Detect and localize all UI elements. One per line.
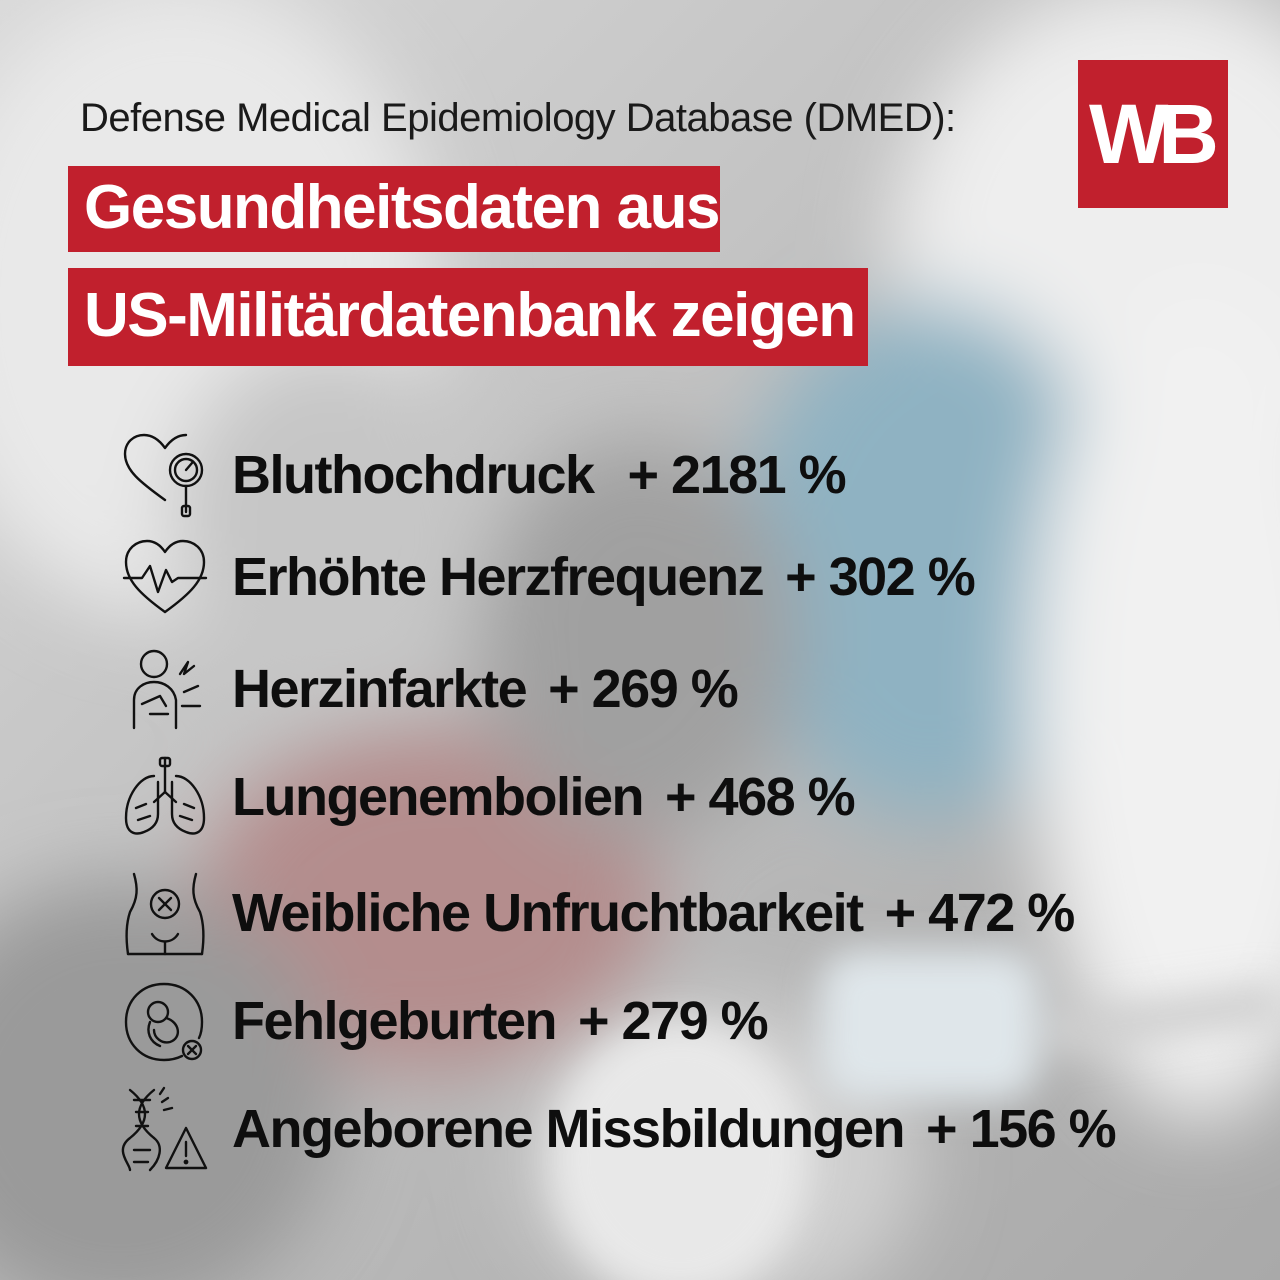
lungs-icon — [120, 752, 210, 842]
stat-value: + 2181 % — [627, 445, 847, 505]
stat-label: Weibliche Unfruchtbarkeit — [232, 883, 864, 943]
subtitle: Defense Medical Epidemiology Database (D… — [80, 96, 956, 140]
stat-label: Bluthochdruck — [232, 445, 595, 505]
stat-row-lungenembolien: Lungenembolien + 468 % — [120, 752, 856, 842]
stat-label: Fehlgeburten — [232, 991, 558, 1051]
headline-line-1: Gesundheitsdaten aus — [68, 166, 720, 252]
stat-row-unfruchtbarkeit: Weibliche Unfruchtbarkeit + 472 % — [120, 868, 1076, 958]
stat-label: Herzinfarkte — [232, 659, 528, 719]
stat-value: + 302 % — [785, 547, 976, 607]
heart-attack-person-icon — [120, 644, 210, 734]
stat-row-herzfrequenz: Erhöhte Herzfrequenz + 302 % — [120, 532, 976, 622]
stat-value: + 269 % — [548, 659, 739, 719]
stat-row-bluthochdruck: Bluthochdruck + 2181 % — [120, 430, 847, 520]
stat-label: Erhöhte Herzfrequenz — [232, 547, 765, 607]
stat-value: + 279 % — [578, 991, 769, 1051]
stat-row-herzinfarkte: Herzinfarkte + 269 % — [120, 644, 739, 734]
stat-label: Angeborene Missbildungen — [232, 1099, 906, 1159]
miscarriage-fetus-icon — [120, 976, 210, 1066]
stat-value: + 156 % — [926, 1099, 1117, 1159]
stat-row-missbildungen: Angeborene Missbildungen + 156 % — [120, 1084, 1117, 1174]
stat-value: + 472 % — [884, 883, 1076, 943]
stat-label: Lungenembolien — [232, 767, 645, 827]
headline-line-2: US-Militärdatenbank zeigen — [68, 268, 868, 366]
stat-value: + 468 % — [665, 767, 856, 827]
dna-warning-icon — [120, 1084, 210, 1174]
infertility-icon — [120, 868, 210, 958]
heart-pressure-gauge-icon — [120, 430, 210, 520]
wb-logo: WB — [1078, 60, 1228, 208]
stat-row-fehlgeburten: Fehlgeburten + 279 % — [120, 976, 769, 1066]
heart-pulse-icon — [120, 532, 210, 622]
